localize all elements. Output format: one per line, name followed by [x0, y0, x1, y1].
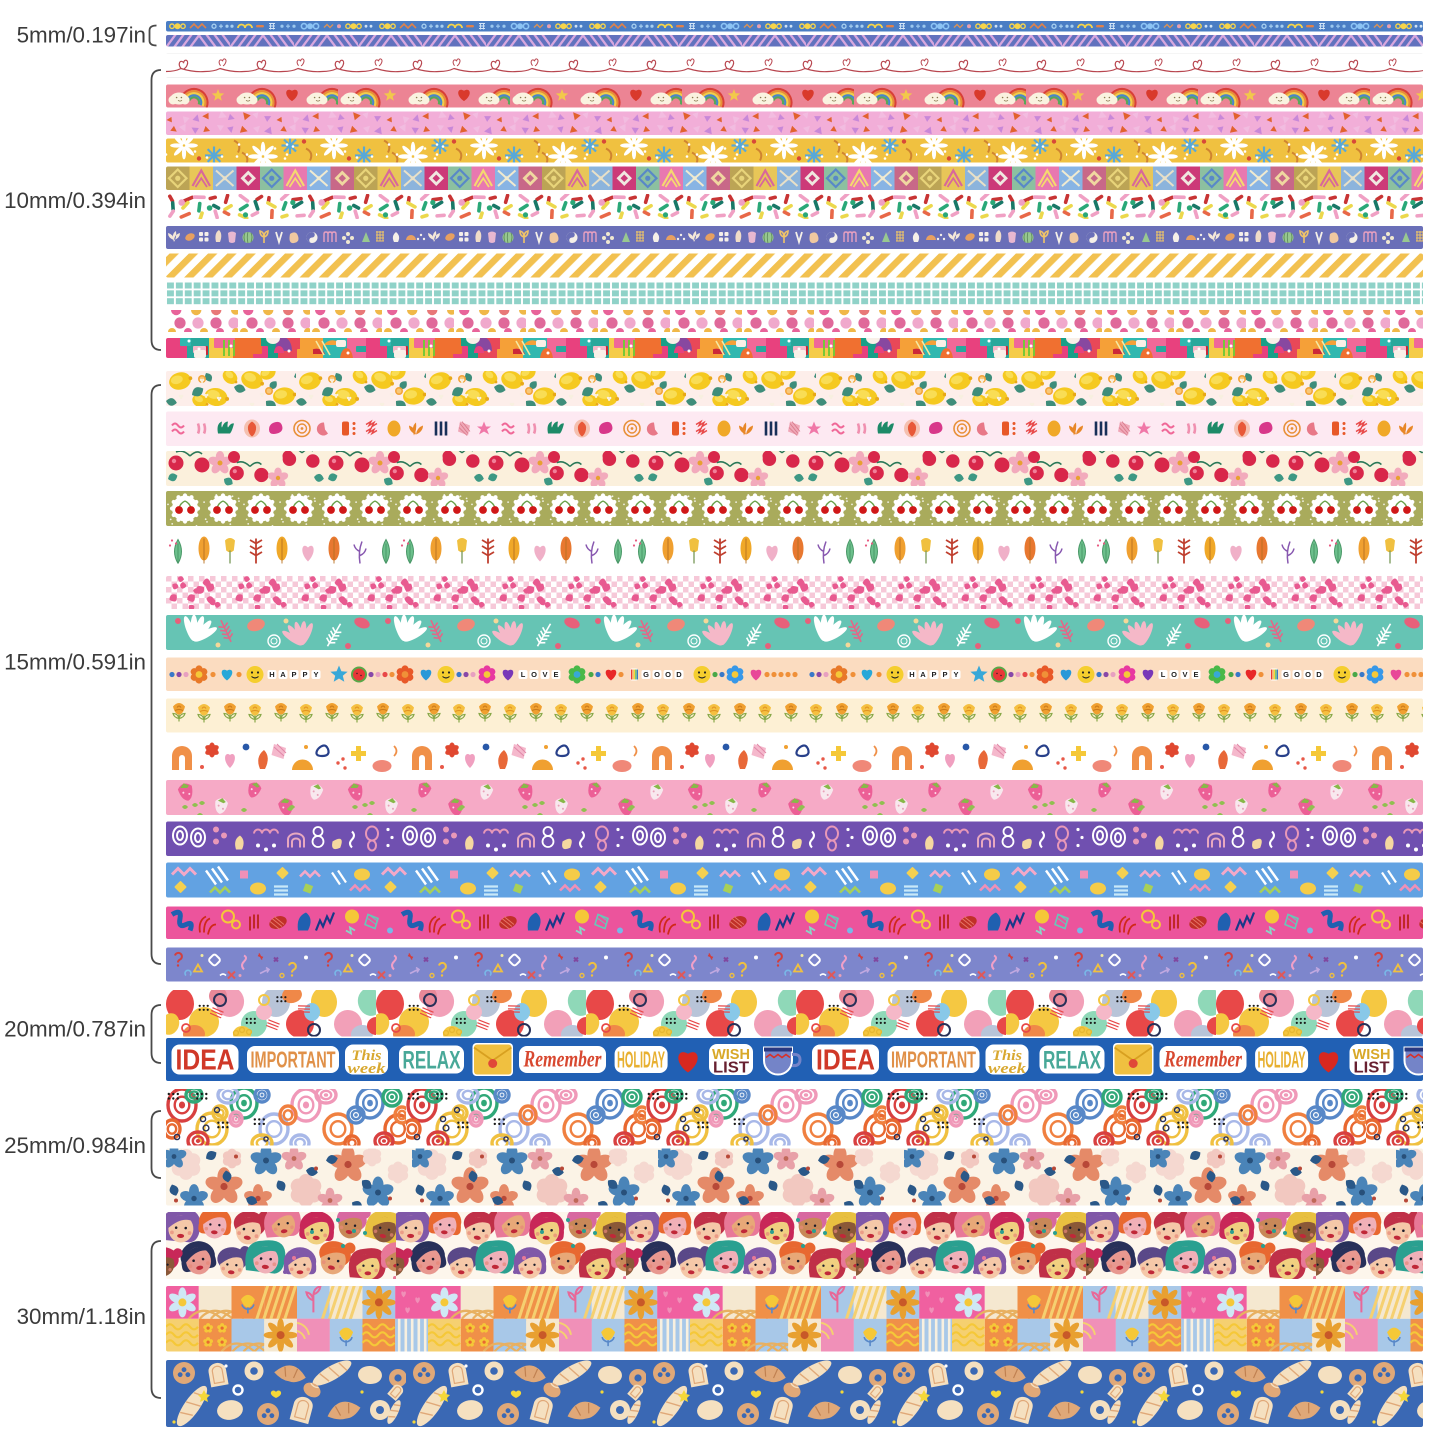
svg-text:30mm/1.18in: 30mm/1.18in [17, 1304, 146, 1329]
svg-text:IMPORTANT: IMPORTANT [891, 1047, 976, 1073]
svg-text:This: This [352, 1048, 382, 1064]
svg-text:LIST: LIST [1354, 1060, 1390, 1077]
svg-text:IDEA: IDEA [176, 1045, 235, 1077]
svg-text:week: week [988, 1061, 1027, 1077]
svg-text:HOLIDAY: HOLIDAY [1258, 1047, 1306, 1073]
svg-text:20mm/0.787in: 20mm/0.787in [4, 1017, 146, 1042]
svg-text:10mm/0.394in: 10mm/0.394in [4, 188, 146, 213]
svg-text:This: This [992, 1048, 1022, 1064]
svg-text:RELAX: RELAX [1043, 1047, 1101, 1075]
svg-text:15mm/0.591in: 15mm/0.591in [4, 650, 146, 675]
svg-text:week: week [348, 1061, 387, 1077]
svg-text:IMPORTANT: IMPORTANT [251, 1047, 336, 1073]
svg-text:WISH: WISH [712, 1046, 750, 1063]
svg-text:WISH: WISH [1353, 1046, 1391, 1063]
svg-text:HOLIDAY: HOLIDAY [617, 1047, 665, 1073]
svg-text:RELAX: RELAX [403, 1047, 461, 1075]
svg-text:25mm/0.984in: 25mm/0.984in [4, 1133, 146, 1158]
svg-text:LIST: LIST [713, 1060, 749, 1077]
svg-text:Remember: Remember [523, 1047, 603, 1072]
svg-text:5mm/0.197in: 5mm/0.197in [17, 22, 146, 47]
svg-text:IDEA: IDEA [816, 1045, 875, 1077]
svg-text:Remember: Remember [1163, 1047, 1243, 1072]
